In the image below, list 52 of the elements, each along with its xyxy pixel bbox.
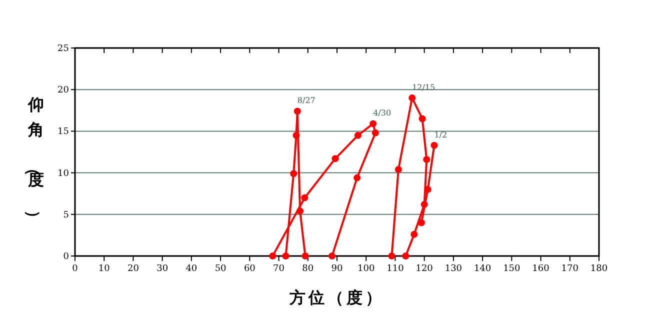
x-tick-label: 50: [214, 264, 227, 274]
x-tick-label: 180: [590, 264, 608, 274]
x-tick-label: 40: [186, 264, 198, 274]
point: [290, 170, 298, 178]
point: [354, 174, 361, 182]
point: [423, 156, 430, 163]
annotation: 8/27: [297, 96, 316, 106]
x-tick-label: 100: [358, 264, 375, 274]
x-tick-label: 90: [331, 264, 343, 274]
x-tick-label: 140: [474, 264, 492, 274]
x-axis-title: 方位（度）: [288, 288, 384, 307]
annotation: 4/30: [373, 108, 392, 118]
point: [301, 194, 308, 202]
y-tick-label: 20: [58, 86, 70, 96]
point: [294, 108, 301, 115]
y-tick-label: 15: [58, 127, 70, 138]
x-tick-label: 80: [302, 264, 314, 274]
y-tick-label: 25: [58, 44, 70, 54]
y-tick-label: 10: [58, 168, 70, 179]
point: [354, 132, 362, 139]
x-tick-label: 30: [156, 264, 168, 274]
point: [394, 166, 402, 173]
point: [292, 132, 300, 139]
point: [408, 94, 416, 102]
x-tick-label: 150: [503, 264, 521, 274]
point: [430, 142, 438, 149]
x-tick-label: 110: [386, 264, 404, 274]
annotation: 1/2: [434, 130, 448, 140]
point: [269, 252, 276, 260]
point: [332, 155, 339, 162]
x-tick-label: 160: [532, 264, 550, 274]
x-tick-label: 170: [561, 264, 579, 274]
point: [388, 252, 396, 260]
point: [402, 252, 410, 260]
y-tick-label: 0: [63, 252, 70, 262]
point: [424, 186, 432, 193]
x-tick-label: 20: [127, 264, 140, 274]
y-tick-label: 5: [63, 210, 70, 220]
point: [328, 252, 336, 260]
point: [282, 252, 290, 260]
x-tick-label: 10: [98, 264, 110, 274]
point: [418, 115, 426, 122]
point: [372, 129, 379, 136]
x-tick-label: 70: [273, 264, 285, 274]
x-tick-label: 0: [72, 264, 78, 274]
x-tick-label: 60: [244, 264, 256, 274]
point: [410, 230, 418, 238]
x-tick-label: 130: [444, 264, 462, 274]
point: [418, 219, 425, 226]
point: [302, 252, 309, 260]
x-tick-label: 120: [416, 264, 434, 274]
point: [370, 120, 377, 128]
